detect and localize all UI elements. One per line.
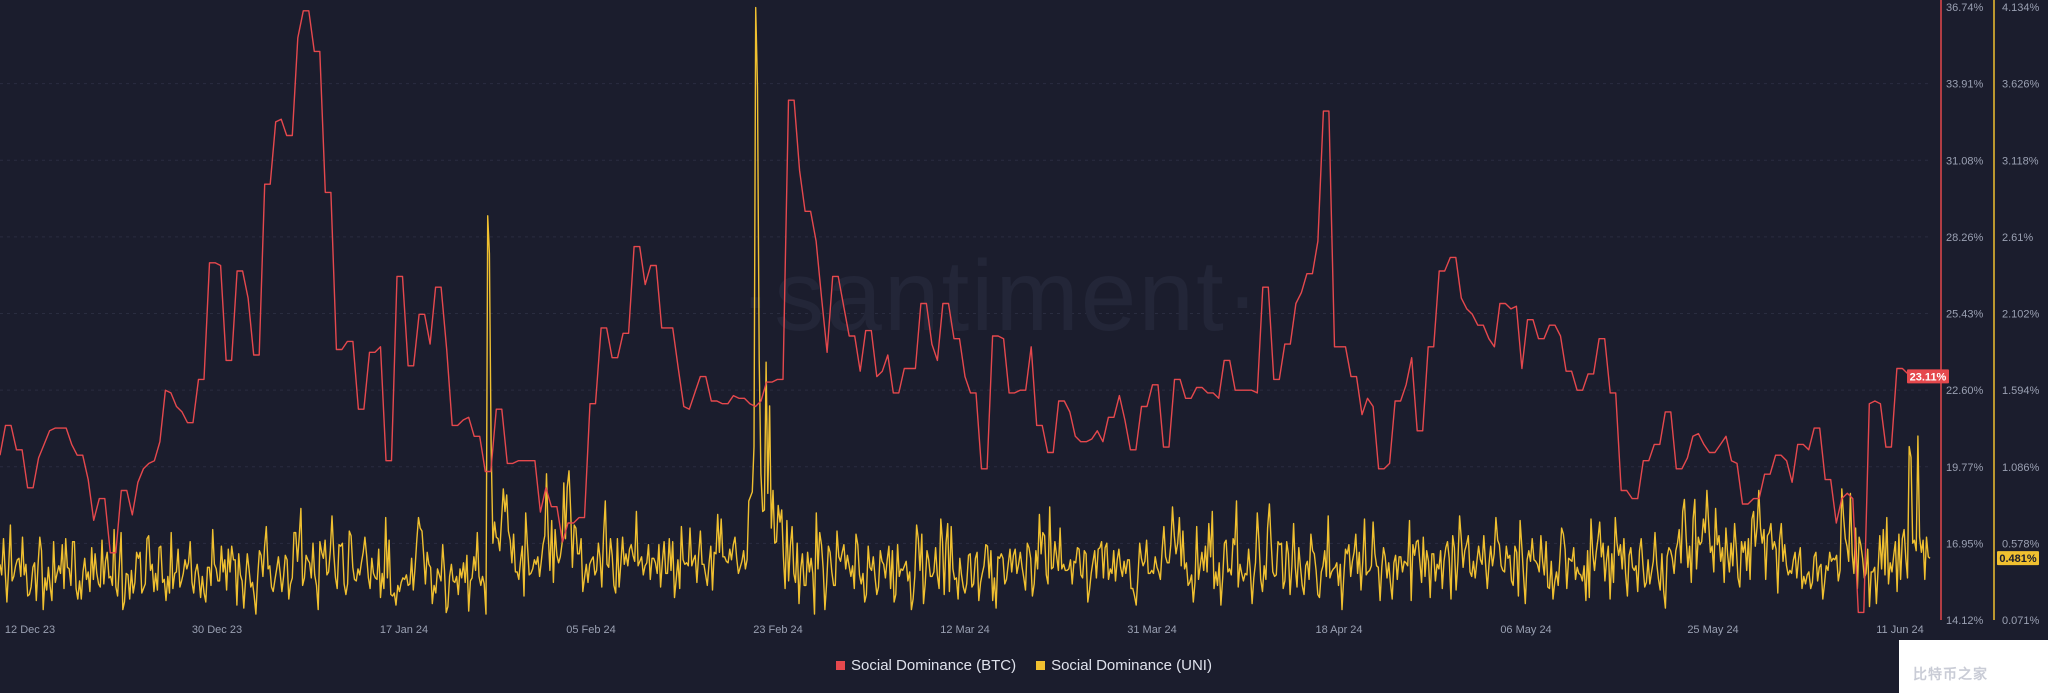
btc-axis-ticks: 36.74% 33.91% 31.08% 28.26% 25.43% 22.60% 19.7… [1946,2,1984,627]
x-axis-tick-label: 11 Jun 24 [1876,624,1924,636]
uni-axis-tick-label: 2.61% [2002,232,2033,244]
series-uni-group [0,6,1931,615]
btc-last-value-badge-bg [1907,369,1949,384]
x-axis-tick-label: 05 Feb 24 [566,624,616,636]
last-value-badges: 23.11% 0.481% [1907,369,2039,566]
x-axis-tick-label: 23 Feb 24 [753,624,803,636]
uni-last-value-badge: 0.481% [1999,553,2037,565]
btc-axis-tick-label: 28.26% [1946,232,1984,244]
series-line-btc[interactable] [0,10,1931,614]
uni-axis-tick-label: 0.071% [2002,615,2040,627]
x-axis-tick-label: 12 Dec 23 [5,624,55,636]
legend-swatch-btc [836,661,846,670]
btc-axis-tick-label: 14.12% [1946,615,1984,627]
x-axis-ticks: 12 Dec 23 30 Dec 23 17 Jan 24 05 Feb 24 23 F… [5,624,1924,636]
btc-axis-tick-label: 22.60% [1946,385,1984,397]
series-line-uni[interactable] [0,6,1931,615]
uni-axis-tick-label: 1.594% [2002,385,2040,397]
legend-label-btc: Social Dominance (BTC) [851,657,1017,674]
x-axis-tick-label: 12 Mar 24 [940,624,990,636]
x-axis-tick-label: 06 May 24 [1500,624,1551,636]
btc-axis-tick-label: 36.74% [1946,2,1984,14]
legend-item-btc[interactable]: Social Dominance (BTC) [836,657,1016,674]
btc-axis-tick-label: 31.08% [1946,155,1984,167]
uni-axis-ticks: 4.134% 3.626% 3.118% 2.61% 2.102% 1.594% 1.086… [2002,2,2040,627]
corner-logo: 比特币之家 [1899,640,2048,693]
btc-axis-tick-label: 33.91% [1946,79,1984,91]
legend-swatch-uni [1036,661,1046,670]
uni-axis-tick-label: 4.134% [2002,2,2040,14]
uni-axis-tick-label: 3.626% [2002,79,2040,91]
btc-axis-tick-label: 25.43% [1946,309,1984,321]
btc-axis-tick-label: 16.95% [1946,538,1984,550]
uni-axis-tick-label: 3.118% [2002,155,2039,167]
chart-legend: Social Dominance (BTC) Social Dominance … [0,657,2048,674]
corner-logo-text: 比特币之家 [1913,666,1988,682]
x-axis-tick-label: 30 Dec 23 [192,624,242,636]
x-axis-tick-label: 31 Mar 24 [1127,624,1177,636]
legend-label-uni: Social Dominance (UNI) [1051,657,1212,674]
x-axis-tick-label: 18 Apr 24 [1315,624,1362,636]
x-axis-tick-label: 25 May 24 [1687,624,1738,636]
uni-axis-tick-label: 2.102% [2002,309,2040,321]
btc-last-value-badge: 23.11% [1910,371,1947,383]
series-btc-group [0,10,1931,614]
uni-last-value-badge-bg [1997,551,2039,566]
btc-axis-tick-label: 19.77% [1946,462,1984,474]
legend-item-uni[interactable]: Social Dominance (UNI) [1036,657,1212,674]
uni-axis-tick-label: 1.086% [2002,462,2040,474]
x-axis-tick-label: 17 Jan 24 [380,624,428,636]
uni-axis-tick-label: 0.578% [2002,538,2040,550]
